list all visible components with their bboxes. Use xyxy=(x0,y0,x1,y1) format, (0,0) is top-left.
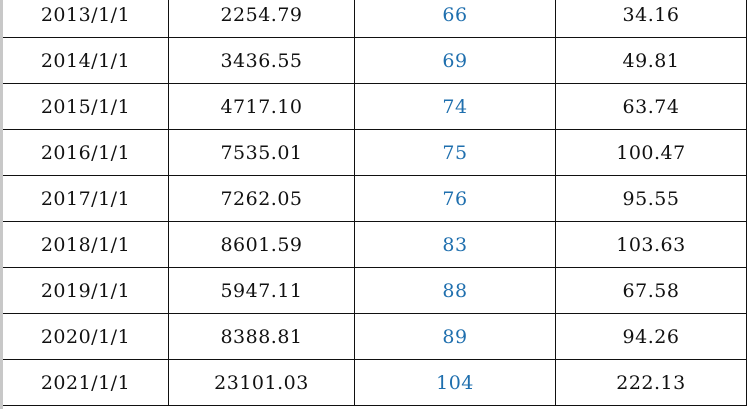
table-row: 2015/1/1 4717.10 74 63.74 xyxy=(3,83,747,130)
date-cell[interactable]: 2016/1/1 xyxy=(3,129,169,176)
ratio-cell[interactable]: 49.81 xyxy=(555,37,747,84)
sheet-left-edge xyxy=(0,0,3,409)
count-cell[interactable]: 89 xyxy=(354,313,556,360)
date-cell[interactable]: 2019/1/1 xyxy=(3,267,169,314)
table-row: 2018/1/1 8601.59 83 103.63 xyxy=(3,221,747,268)
table-row: 2017/1/1 7262.05 76 95.55 xyxy=(3,175,747,222)
ratio-cell[interactable]: 222.13 xyxy=(555,359,747,406)
count-cell[interactable]: 75 xyxy=(354,129,556,176)
count-cell[interactable]: 66 xyxy=(354,0,556,38)
value-cell[interactable]: 3436.55 xyxy=(168,37,355,84)
value-cell[interactable]: 2254.79 xyxy=(168,0,355,38)
date-cell[interactable]: 2021/1/1 xyxy=(3,359,169,406)
value-cell[interactable]: 8388.81 xyxy=(168,313,355,360)
date-cell[interactable]: 2017/1/1 xyxy=(3,175,169,222)
count-cell[interactable]: 88 xyxy=(354,267,556,314)
date-cell[interactable]: 2014/1/1 xyxy=(3,37,169,84)
ratio-cell[interactable]: 94.26 xyxy=(555,313,747,360)
count-cell[interactable]: 104 xyxy=(354,359,556,406)
date-cell[interactable]: 2020/1/1 xyxy=(3,313,169,360)
value-cell[interactable]: 5947.11 xyxy=(168,267,355,314)
table-row: 2021/1/1 23101.03 104 222.13 xyxy=(3,359,747,406)
value-cell[interactable]: 7262.05 xyxy=(168,175,355,222)
table-row: 2014/1/1 3436.55 69 49.81 xyxy=(3,37,747,84)
table-row: 2020/1/1 8388.81 89 94.26 xyxy=(3,313,747,360)
value-cell[interactable]: 8601.59 xyxy=(168,221,355,268)
ratio-cell[interactable]: 95.55 xyxy=(555,175,747,222)
date-cell[interactable]: 2013/1/1 xyxy=(3,0,169,38)
data-table: 2013/1/1 2254.79 66 34.16 2014/1/1 3436.55 69 4… xyxy=(3,0,747,406)
value-cell[interactable]: 4717.10 xyxy=(168,83,355,130)
value-cell[interactable]: 23101.03 xyxy=(168,359,355,406)
value-cell[interactable]: 7535.01 xyxy=(168,129,355,176)
date-cell[interactable]: 2018/1/1 xyxy=(3,221,169,268)
ratio-cell[interactable]: 34.16 xyxy=(555,0,747,38)
ratio-cell[interactable]: 100.47 xyxy=(555,129,747,176)
count-cell[interactable]: 69 xyxy=(354,37,556,84)
date-cell[interactable]: 2015/1/1 xyxy=(3,83,169,130)
table-row: 2016/1/1 7535.01 75 100.47 xyxy=(3,129,747,176)
count-cell[interactable]: 76 xyxy=(354,175,556,222)
ratio-cell[interactable]: 103.63 xyxy=(555,221,747,268)
ratio-cell[interactable]: 67.58 xyxy=(555,267,747,314)
count-cell[interactable]: 74 xyxy=(354,83,556,130)
table-row: 2013/1/1 2254.79 66 34.16 xyxy=(3,0,747,38)
ratio-cell[interactable]: 63.74 xyxy=(555,83,747,130)
table-row: 2019/1/1 5947.11 88 67.58 xyxy=(3,267,747,314)
count-cell[interactable]: 83 xyxy=(354,221,556,268)
